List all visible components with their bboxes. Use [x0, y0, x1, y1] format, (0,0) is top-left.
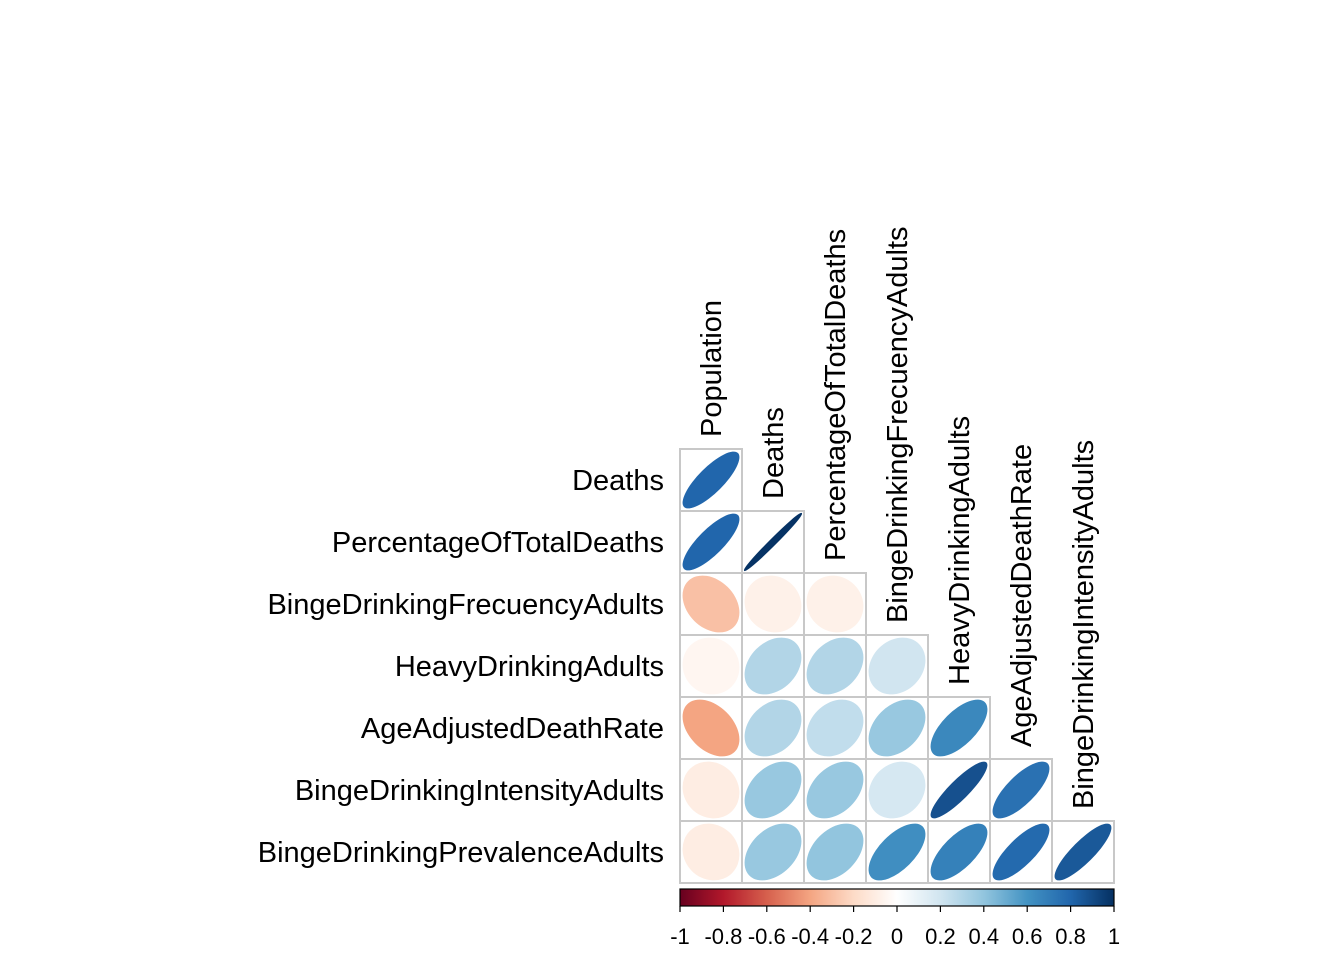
colorbar-tick-label: 0.6 [1012, 924, 1043, 949]
correlation-ellipse [682, 761, 740, 819]
column-label: BingeDrinkingFrecuencyAdults [882, 226, 914, 623]
correlation-ellipse [744, 575, 802, 633]
column-label: Population [696, 300, 728, 437]
colorbar-tick-label: -0.6 [748, 924, 786, 949]
colorbar-tick-label: 0.2 [925, 924, 956, 949]
colorbar-tick-label: -1 [670, 924, 690, 949]
colorbar-tick-label: -0.4 [791, 924, 829, 949]
column-label: PercentageOfTotalDeaths [820, 229, 852, 561]
correlation-ellipse [682, 823, 740, 881]
column-labels: Population Deaths PercentageOfTotalDeaths B… [696, 226, 1100, 809]
row-label: Deaths [572, 465, 664, 497]
correlation-ellipse [868, 823, 926, 881]
correlation-ellipse [682, 575, 740, 633]
correlation-ellipse [930, 761, 988, 819]
colorbar-tick-label: -0.2 [835, 924, 873, 949]
correlation-ellipse [682, 699, 740, 757]
correlation-ellipse [744, 699, 802, 757]
correlation-cells [679, 448, 1115, 884]
correlation-ellipse [1054, 823, 1112, 881]
correlation-ellipse [992, 823, 1050, 881]
correlation-ellipse [806, 699, 864, 757]
correlation-ellipse [682, 451, 740, 509]
column-label: HeavyDrinkingAdults [944, 416, 976, 685]
correlation-ellipse [868, 637, 926, 695]
column-label: Deaths [758, 407, 790, 499]
row-label: BingeDrinkingFrecuencyAdults [267, 589, 664, 621]
correlation-ellipse [744, 761, 802, 819]
row-label: AgeAdjustedDeathRate [361, 713, 664, 745]
correlation-ellipse [868, 761, 926, 819]
correlation-ellipse [744, 823, 802, 881]
colorbar-tick-label: 0.8 [1055, 924, 1086, 949]
colorbar-gradient [679, 888, 1115, 907]
colorbar-tick-label: 1 [1108, 924, 1120, 949]
colorbar-tick-label: 0 [891, 924, 903, 949]
correlation-ellipse [806, 761, 864, 819]
correlation-ellipse [992, 761, 1050, 819]
correlation-ellipse [806, 823, 864, 881]
colorbar: -1 -0.8 -0.6 -0.4 -0.2 0 0.2 0.4 0.6 0.8 1 [670, 888, 1120, 949]
row-labels: Deaths PercentageOfTotalDeaths BingeDrinki… [258, 465, 664, 869]
row-label: HeavyDrinkingAdults [395, 651, 664, 683]
correlation-ellipse [682, 513, 740, 571]
correlation-ellipse [682, 637, 740, 695]
correlation-ellipse [806, 637, 864, 695]
correlation-ellipse [930, 699, 988, 757]
column-label: BingeDrinkingIntensityAdults [1068, 440, 1100, 809]
correlation-ellipse [868, 699, 926, 757]
colorbar-tick-label: -0.8 [704, 924, 742, 949]
correlation-ellipse [806, 575, 864, 633]
row-label: BingeDrinkingIntensityAdults [295, 775, 664, 807]
column-label: AgeAdjustedDeathRate [1006, 444, 1038, 747]
row-label: BingeDrinkingPrevalenceAdults [258, 837, 664, 869]
correlation-ellipse [744, 637, 802, 695]
correlation-ellipse [743, 512, 803, 572]
colorbar-tick-label: 0.4 [969, 924, 1000, 949]
correlation-ellipse [930, 823, 988, 881]
row-label: PercentageOfTotalDeaths [332, 527, 664, 559]
